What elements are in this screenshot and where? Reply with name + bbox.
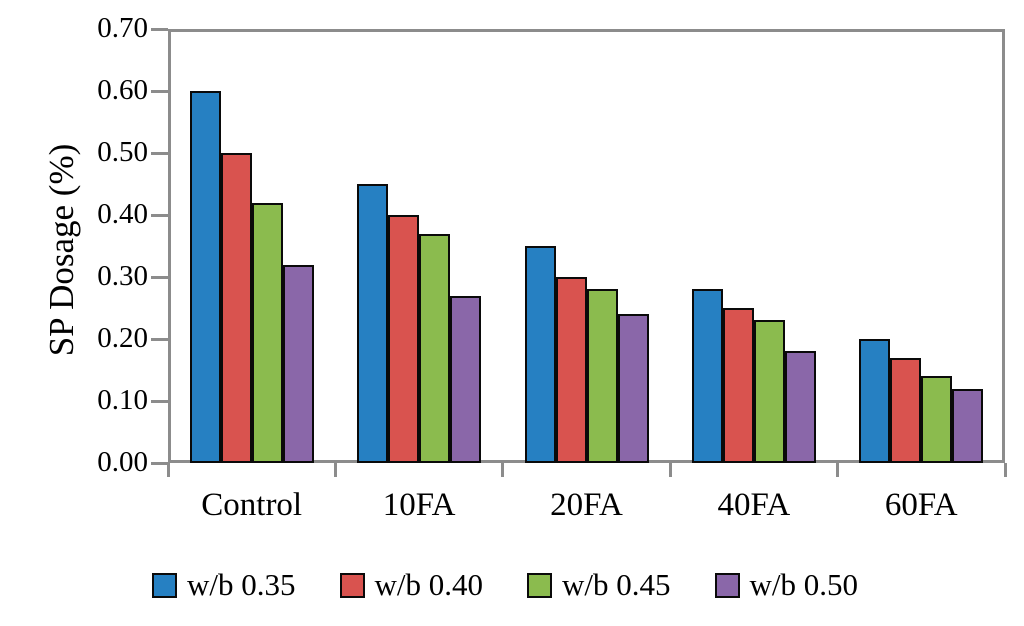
- bar-20fa-0.35: [524, 246, 556, 463]
- bar-60fa-0.50: [952, 389, 984, 463]
- x-axis-tick: [1003, 463, 1007, 477]
- y-axis-tick-label: 0.60: [97, 74, 148, 106]
- x-axis-label-40fa: 40FA: [717, 487, 791, 523]
- y-axis-tick-label: 0.30: [97, 260, 148, 292]
- bars-layer: [168, 29, 1005, 463]
- x-axis-label-60fa: 60FA: [884, 487, 958, 523]
- x-axis-label-10fa: 10FA: [382, 487, 456, 523]
- legend-item-0.40: w/b 0.40: [339, 567, 484, 602]
- y-axis-tick-label: 0.10: [97, 384, 148, 416]
- y-axis-tick-label: 0.20: [97, 322, 148, 354]
- bar-group-40fa: [670, 29, 837, 463]
- bar-10fa-0.50: [450, 296, 482, 463]
- y-axis-tick-label: 0.40: [97, 198, 148, 230]
- legend-item-0.45: w/b 0.45: [527, 568, 671, 602]
- bar-40fa-0.40: [722, 308, 754, 463]
- y-axis-tick: [151, 27, 168, 31]
- x-axis-tick: [333, 463, 337, 477]
- bar-group-20fa: [503, 29, 670, 463]
- bar-20fa-0.45: [586, 289, 618, 463]
- bar-group-10fa: [335, 29, 502, 463]
- x-axis-tick: [836, 463, 840, 477]
- bar-10fa-0.40: [388, 215, 420, 463]
- y-axis-tick: [151, 151, 168, 155]
- legend: w/b 0.35 w/b 0.40 w/b 0.45 w/b 0.50: [0, 568, 1010, 602]
- legend-label: w/b 0.40: [374, 567, 484, 602]
- legend-swatch-icon: [714, 572, 740, 598]
- legend-label: w/b 0.35: [187, 567, 296, 602]
- bar-10fa-0.35: [357, 184, 389, 463]
- bar-group-control: [168, 29, 335, 463]
- x-axis-label-20fa: 20FA: [550, 487, 623, 523]
- legend-swatch-icon: [527, 572, 552, 598]
- x-axis-label-control: Control: [201, 487, 303, 523]
- x-axis-tick: [501, 463, 505, 477]
- bar-control-0.45: [251, 203, 283, 463]
- y-axis-tick-label: 0.00: [97, 446, 148, 478]
- x-axis-tick: [668, 463, 672, 477]
- legend-swatch-icon: [339, 572, 365, 598]
- legend-item-0.50: w/b 0.50: [714, 567, 859, 602]
- y-axis-tick: [151, 275, 168, 279]
- legend-label: w/b 0.50: [749, 567, 859, 602]
- y-axis-tick: [151, 461, 168, 465]
- bar-control-0.35: [189, 91, 221, 463]
- y-axis-tick: [151, 89, 168, 93]
- bar-40fa-0.50: [784, 351, 816, 463]
- bar-control-0.40: [220, 153, 252, 463]
- y-axis-tick: [151, 337, 168, 341]
- y-axis-tick-label: 0.70: [97, 12, 148, 44]
- legend-item-0.35: w/b 0.35: [152, 568, 296, 602]
- y-axis-tick-label: 0.50: [97, 136, 148, 168]
- legend-label: w/b 0.45: [562, 567, 671, 602]
- bar-control-0.50: [282, 265, 314, 463]
- y-axis-tick: [151, 213, 168, 217]
- bar-20fa-0.40: [555, 277, 587, 463]
- bar-10fa-0.45: [419, 234, 451, 463]
- bar-20fa-0.50: [617, 314, 649, 463]
- x-axis-tick: [166, 463, 170, 477]
- bar-60fa-0.40: [890, 358, 922, 463]
- bar-group-60fa: [838, 29, 1005, 463]
- bar-60fa-0.45: [921, 376, 953, 463]
- legend-swatch-icon: [152, 572, 177, 598]
- y-axis-tick: [151, 399, 168, 403]
- bar-40fa-0.35: [691, 289, 723, 463]
- bar-40fa-0.45: [753, 320, 785, 463]
- bar-60fa-0.35: [859, 339, 891, 463]
